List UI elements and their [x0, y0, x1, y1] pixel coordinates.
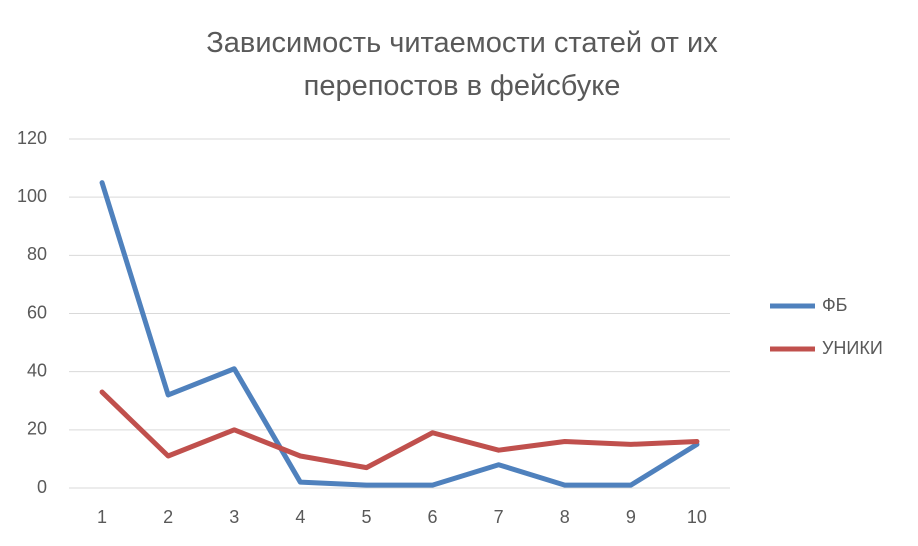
y-tick-label: 120	[17, 128, 47, 148]
x-tick-label: 10	[687, 507, 707, 527]
y-tick-label: 20	[27, 419, 47, 439]
legend-label: УНИКИ	[822, 338, 883, 358]
y-tick-label: 80	[27, 244, 47, 264]
y-tick-label: 0	[37, 477, 47, 497]
y-tick-label: 60	[27, 302, 47, 322]
y-tick-label: 40	[27, 360, 47, 380]
chart-title: Зависимость читаемости статей от их пере…	[206, 27, 718, 102]
y-tick-label: 100	[17, 186, 47, 206]
x-tick-label: 4	[295, 507, 305, 527]
x-tick-label: 7	[494, 507, 504, 527]
x-tick-label: 3	[229, 507, 239, 527]
x-tick-label: 9	[626, 507, 636, 527]
x-tick-label: 2	[163, 507, 173, 527]
legend-label: ФБ	[822, 295, 848, 315]
x-tick-label: 8	[560, 507, 570, 527]
series-line	[99, 180, 700, 488]
x-tick-label: 6	[428, 507, 438, 527]
series-line	[99, 389, 700, 471]
x-tick-label: 1	[97, 507, 107, 527]
x-tick-label: 5	[361, 507, 371, 527]
